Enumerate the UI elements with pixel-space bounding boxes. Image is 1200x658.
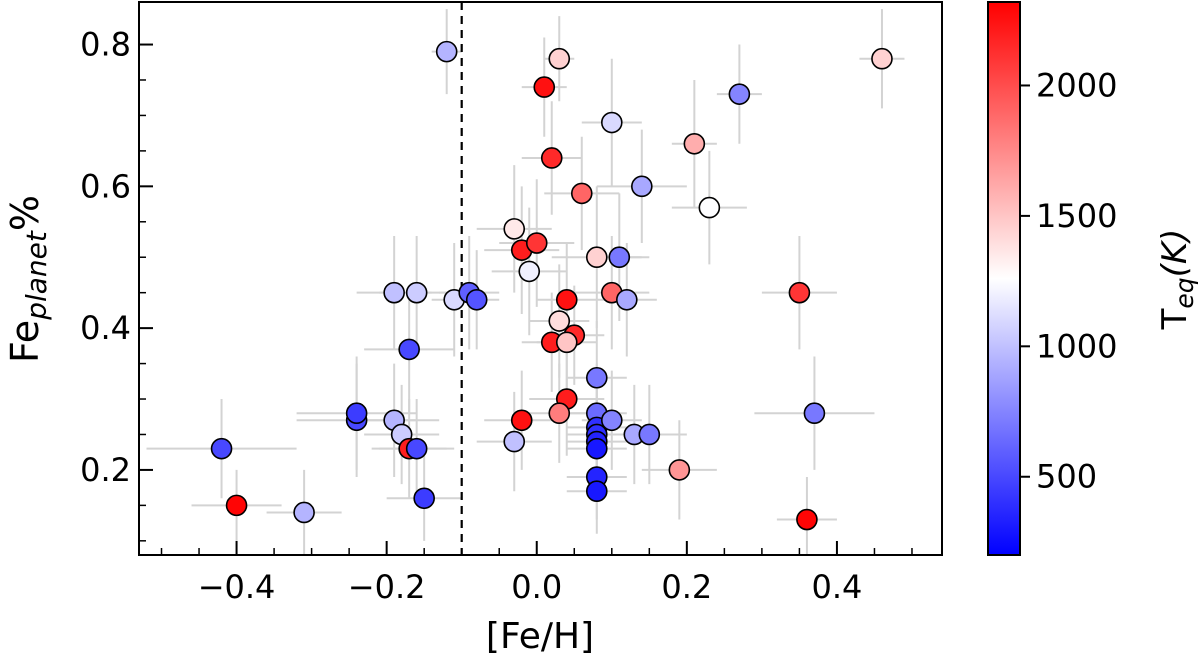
scatter-point <box>465 288 488 311</box>
x-tick-label: 0.0 <box>511 568 562 606</box>
error-bars <box>146 9 905 555</box>
scatter-point <box>631 175 653 198</box>
colorbar-tick-label: 2000 <box>1036 66 1117 104</box>
y-tick-label: 0.8 <box>80 26 131 64</box>
colorbar <box>987 1 1021 556</box>
scatter-markers <box>210 40 893 531</box>
y-tick-label: 0.4 <box>80 309 131 347</box>
colorbar-tick-label: 1000 <box>1036 327 1117 365</box>
colorbar-label-suffix: (K) <box>1155 229 1195 278</box>
x-tick-label: −0.4 <box>198 568 276 606</box>
scatter-point <box>608 246 631 269</box>
scatter-point <box>796 508 818 531</box>
scatter-point <box>510 409 533 432</box>
scatter-point <box>293 501 315 524</box>
y-axis-ticks: 0.2 0.4 0.6 0.8 <box>80 26 153 542</box>
y-axis-label-subscript: planet <box>20 230 53 321</box>
x-axis-ticks: −0.4 −0.2 0.0 0.2 0.4 <box>160 541 913 606</box>
scatter-point <box>871 47 893 70</box>
y-axis-label-base: Fe <box>3 320 47 363</box>
scatter-point <box>683 132 706 155</box>
scatter-point <box>345 402 368 425</box>
scatter-point <box>555 331 578 354</box>
scatter-point <box>570 182 593 205</box>
y-axis-label-suffix: % <box>3 195 47 231</box>
colorbar-label-subscript: eq <box>1170 277 1199 308</box>
scatter-point <box>585 437 608 460</box>
scatter-point <box>518 260 541 283</box>
scatter-point <box>803 402 826 425</box>
scatter-point <box>668 459 691 481</box>
scatter-point <box>638 423 661 446</box>
scatter-point <box>503 430 526 453</box>
y-tick-label: 0.6 <box>80 167 131 205</box>
plot-frame <box>138 1 943 556</box>
scatter-point <box>398 338 420 361</box>
scatter-point <box>540 147 563 169</box>
colorbar-tick-label: 1500 <box>1036 197 1117 235</box>
scatter-point <box>435 40 458 63</box>
scatter-point <box>210 437 233 460</box>
scatter-point <box>503 218 526 240</box>
scatter-point <box>225 494 248 517</box>
scatter-point <box>616 288 638 311</box>
colorbar-label-base: T <box>1155 308 1195 330</box>
scatter-point <box>585 246 608 269</box>
x-tick-label: −0.2 <box>348 568 426 606</box>
x-tick-label: 0.4 <box>811 568 862 606</box>
x-tick-label: 0.2 <box>661 568 712 606</box>
colorbar-label: Teq(K) <box>1155 229 1199 331</box>
scatter-point <box>548 310 571 332</box>
scatter-point <box>548 47 571 70</box>
scatter-point <box>788 281 811 304</box>
scatter-point <box>525 232 548 254</box>
x-axis-label: [Fe/H] <box>486 616 594 657</box>
colorbar-tick-label: 500 <box>1036 458 1097 496</box>
scatter-point <box>555 288 578 311</box>
scatter-point <box>533 76 556 98</box>
scatter-point <box>698 196 721 219</box>
scatter-point <box>600 409 623 432</box>
scatter-point <box>383 281 405 304</box>
scatter-point <box>405 281 428 304</box>
scatter-point <box>585 366 608 389</box>
scatter-point <box>413 487 435 510</box>
colorbar-ticks: 500 1000 1500 2000 <box>1020 66 1117 496</box>
scatter-point <box>600 111 623 134</box>
scatter-point <box>405 437 428 460</box>
scatter-point <box>728 83 751 105</box>
scatter-point <box>548 402 571 425</box>
y-axis-label: Feplanet% <box>3 195 53 363</box>
y-tick-label: 0.2 <box>80 451 131 489</box>
scatter-point <box>585 480 608 502</box>
